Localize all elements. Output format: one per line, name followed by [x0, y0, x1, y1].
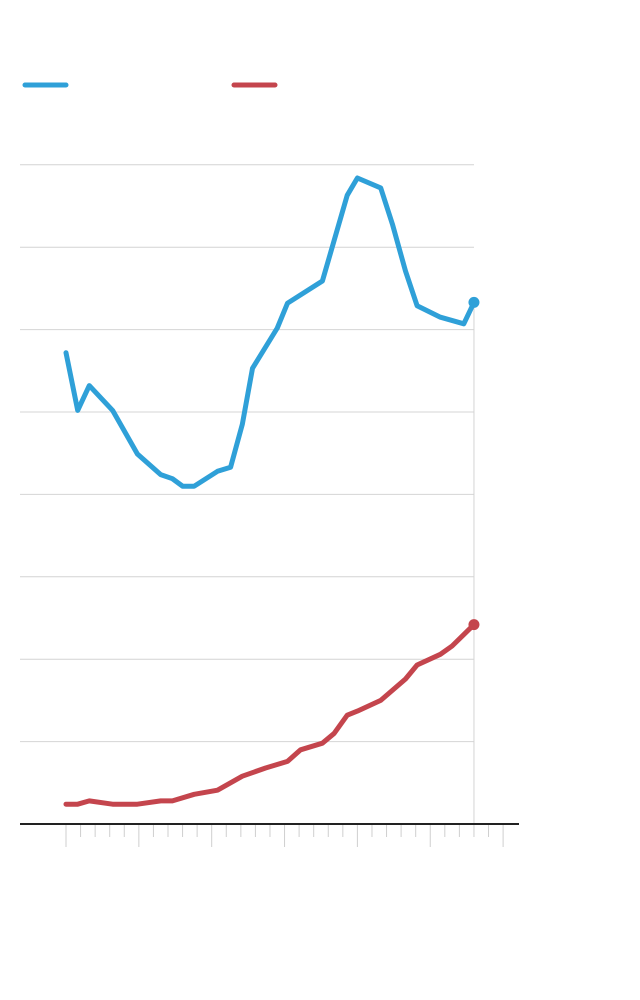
- series-line-1: [63, 622, 477, 807]
- series-lines: [63, 175, 480, 807]
- series-end-point: [468, 619, 480, 631]
- series-end-point: [468, 296, 480, 308]
- x-axis: [20, 823, 519, 847]
- grid: [20, 164, 475, 824]
- series-line-0: [63, 175, 477, 489]
